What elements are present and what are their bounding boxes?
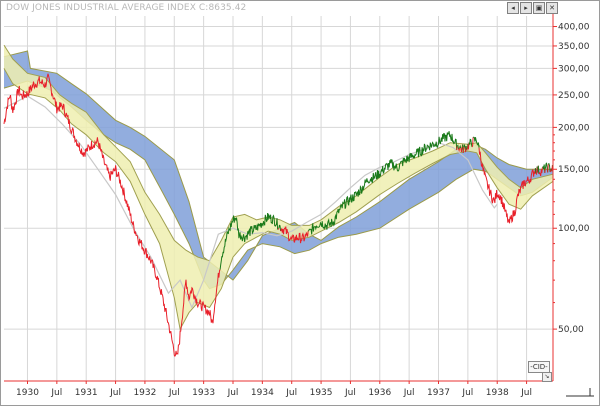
x-tick-label: Jul [403, 388, 415, 398]
x-tick-label: 1936 [368, 388, 391, 398]
cid-label[interactable]: -CID- [528, 361, 550, 373]
chart-title: DOW JONES INDUSTRIAL AVERAGE INDEX C:863… [6, 3, 247, 13]
price-line [542, 164, 546, 173]
y-tick-label: 50,00 [558, 325, 584, 335]
x-tick-label: 1930 [16, 388, 39, 398]
grid [4, 16, 553, 381]
y-tick-label: 300,00 [558, 64, 590, 74]
band-lower-line [3, 68, 554, 331]
x-tick-label: 1937 [427, 388, 450, 398]
x-tick-label: Jul [109, 388, 121, 398]
y-tick-label: 350,00 [558, 42, 590, 52]
price-line [538, 167, 543, 177]
price-line [458, 147, 461, 153]
x-tick-label: Jul [227, 388, 239, 398]
price-line [3, 73, 221, 357]
price-line [462, 146, 465, 153]
price-series [3, 73, 554, 357]
price-line [544, 162, 549, 173]
x-tick-label: 1935 [310, 388, 333, 398]
x-tick-label: Jul [50, 388, 62, 398]
resize-icon[interactable]: ↘ [542, 372, 552, 382]
x-tick-label: 1934 [251, 388, 274, 398]
x-tick-label: Jul [344, 388, 356, 398]
price-line [478, 147, 536, 224]
price-line [278, 224, 282, 232]
price-line [280, 226, 309, 244]
y-tick-label: 400,00 [558, 23, 590, 33]
x-tick-label: 1933 [192, 388, 215, 398]
x-tick-label: Jul [520, 388, 532, 398]
price-line [456, 146, 458, 150]
x-tick-label: Jul [461, 388, 473, 398]
arrow-left-icon[interactable]: ◂ [507, 2, 519, 14]
price-line [219, 212, 279, 270]
price-line [473, 136, 480, 148]
axes: 400,00 350,00 300,00 250,00 200,00 150,00 100,… [4, 12, 594, 398]
price-line [463, 144, 466, 153]
cloud-lower-line [3, 80, 554, 290]
y-tick-label: 150,00 [558, 165, 590, 175]
x-tick-label: Jul [168, 388, 180, 398]
price-line [456, 144, 459, 149]
price-line [544, 168, 546, 173]
price-line [468, 138, 473, 148]
price-line [548, 162, 551, 172]
price-line [537, 165, 540, 175]
price-line [308, 131, 458, 235]
y-tick-label: 100,00 [558, 224, 590, 234]
cloud-area [4, 51, 553, 289]
chart-toolbar: ◂ ▸ ▣ ✕ [507, 2, 558, 14]
y-tick-label: 200,00 [558, 123, 590, 133]
x-tick-label: 1931 [75, 388, 98, 398]
x-tick-label: 1932 [133, 388, 156, 398]
y-tick-label: 250,00 [558, 91, 590, 101]
arrow-right-icon[interactable]: ▸ [520, 2, 532, 14]
price-line [547, 164, 549, 173]
price-line [277, 227, 280, 230]
x-tick-label: 1938 [486, 388, 509, 398]
close-icon[interactable]: ✕ [546, 2, 558, 14]
price-line [534, 168, 537, 174]
price-line [459, 144, 462, 149]
price-line [471, 137, 474, 148]
x-tick-label: Jul [285, 388, 297, 398]
window-icon[interactable]: ▣ [533, 2, 545, 14]
